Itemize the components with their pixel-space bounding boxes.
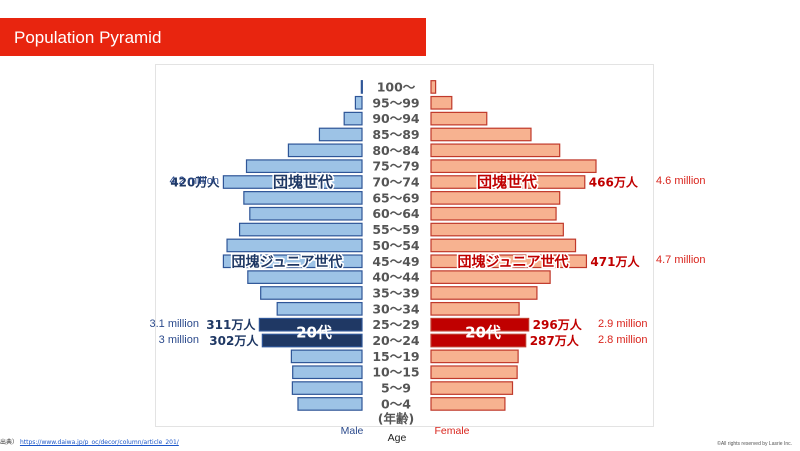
age-tick-label: 95～99	[372, 95, 419, 110]
male-annotation: 3.1 million	[149, 317, 199, 330]
female-annotation: 2.8 million	[598, 333, 648, 346]
female-bar	[430, 254, 588, 269]
male-bar	[261, 333, 363, 348]
age-tick-label: 30～34	[372, 301, 420, 316]
male-bar	[245, 159, 363, 174]
female-bar	[430, 333, 527, 348]
female-bar	[430, 301, 520, 316]
age-tick-label: 5～9	[381, 381, 411, 396]
female-bar	[430, 349, 519, 364]
age-tick-label: 45～49	[372, 254, 419, 269]
legend-male: Male	[341, 425, 364, 437]
female-value-label: 471万人	[590, 254, 640, 269]
female-bar	[430, 80, 437, 94]
male-annotation: 3 million	[158, 333, 199, 346]
male-bar	[354, 95, 363, 110]
male-bar	[226, 238, 363, 253]
male-annotation: 4.2 million	[169, 175, 219, 188]
male-value-label: 420万人	[170, 175, 220, 190]
male-bar	[238, 222, 363, 237]
page-title: Population Pyramid	[14, 28, 162, 47]
female-bar	[430, 191, 561, 205]
title-banner: Population Pyramid	[0, 18, 426, 56]
female-bar	[430, 365, 518, 380]
female-group-label: 20代	[465, 324, 501, 342]
male-bar	[360, 80, 363, 94]
x-axis-label: Age	[388, 432, 407, 444]
male-bar	[260, 286, 363, 300]
male-bar	[222, 175, 363, 189]
age-tick-label: 25～29	[372, 317, 419, 332]
female-bar	[430, 317, 530, 332]
male-bar	[291, 381, 363, 395]
female-annotation: 4.7 million	[656, 254, 706, 267]
male-bar	[290, 349, 363, 364]
age-tick-label: 10～15	[372, 365, 419, 380]
age-tick-label: 70～74	[372, 175, 420, 190]
age-tick-label: 80～84	[372, 143, 420, 158]
source-citation: 出典） https://www.daiwa.jp/p_oc/decor/colu…	[0, 437, 179, 446]
age-tick-label: 40～44	[372, 270, 420, 285]
age-tick-label: 65～69	[372, 190, 419, 205]
female-bar	[430, 222, 564, 237]
female-bar	[430, 111, 488, 126]
female-bar	[430, 286, 538, 300]
female-bar	[430, 143, 561, 158]
male-bar	[243, 191, 363, 205]
female-group-label: 団塊ジュニア世代	[457, 253, 568, 270]
female-bar	[430, 381, 514, 395]
male-value-label: 302万人	[209, 333, 259, 348]
female-bar	[430, 127, 532, 142]
male-bar	[343, 111, 363, 126]
male-value-label: 311万人	[206, 317, 256, 332]
source-label: 出典）	[0, 439, 19, 446]
male-bar	[258, 317, 363, 332]
age-tick-label: 100～	[377, 79, 416, 94]
male-group-label: 団塊ジュニア世代	[231, 253, 342, 270]
female-bar	[430, 206, 557, 221]
male-bar	[297, 397, 363, 411]
female-group-label: 団塊世代	[477, 173, 537, 191]
male-bar	[247, 270, 363, 284]
male-bar	[318, 127, 363, 142]
male-bar	[276, 301, 363, 316]
female-bar	[430, 159, 597, 174]
female-annotation: 4.6 million	[656, 175, 706, 188]
age-tick-label: 55～59	[372, 222, 419, 237]
source-link[interactable]: https://www.daiwa.jp/p_oc/decor/column/a…	[19, 439, 179, 446]
age-tick-label: 35～39	[372, 285, 419, 300]
age-axis-title: (年齢)	[378, 411, 414, 426]
male-bar	[292, 365, 363, 380]
female-bar	[430, 397, 506, 411]
female-value-label: 287万人	[530, 333, 580, 348]
age-tick-label: 15～19	[372, 349, 419, 364]
female-bar	[430, 270, 551, 284]
male-group-label: 20代	[296, 324, 332, 342]
male-bar	[287, 143, 363, 158]
female-value-label: 466万人	[589, 175, 639, 190]
male-bar	[222, 254, 363, 269]
male-bar	[249, 206, 363, 221]
legend-female: Female	[434, 425, 469, 437]
female-annotation: 2.9 million	[598, 317, 648, 330]
male-group-label: 団塊世代	[273, 173, 333, 191]
female-bar	[430, 175, 586, 189]
age-tick-label: 60～64	[372, 206, 420, 221]
female-bar	[430, 95, 453, 110]
age-tick-label: 90～94	[372, 111, 420, 126]
age-tick-label: 20～24	[372, 333, 420, 348]
age-tick-label: 75～79	[372, 159, 419, 174]
age-tick-label: 0～4	[381, 396, 411, 411]
age-tick-label: 85～89	[372, 127, 419, 142]
female-bar	[430, 238, 577, 253]
copyright-notice: ©All rights reserved by Lasrie Inc.	[717, 441, 792, 447]
female-value-label: 296万人	[533, 317, 583, 332]
age-tick-label: 50～54	[372, 238, 420, 253]
